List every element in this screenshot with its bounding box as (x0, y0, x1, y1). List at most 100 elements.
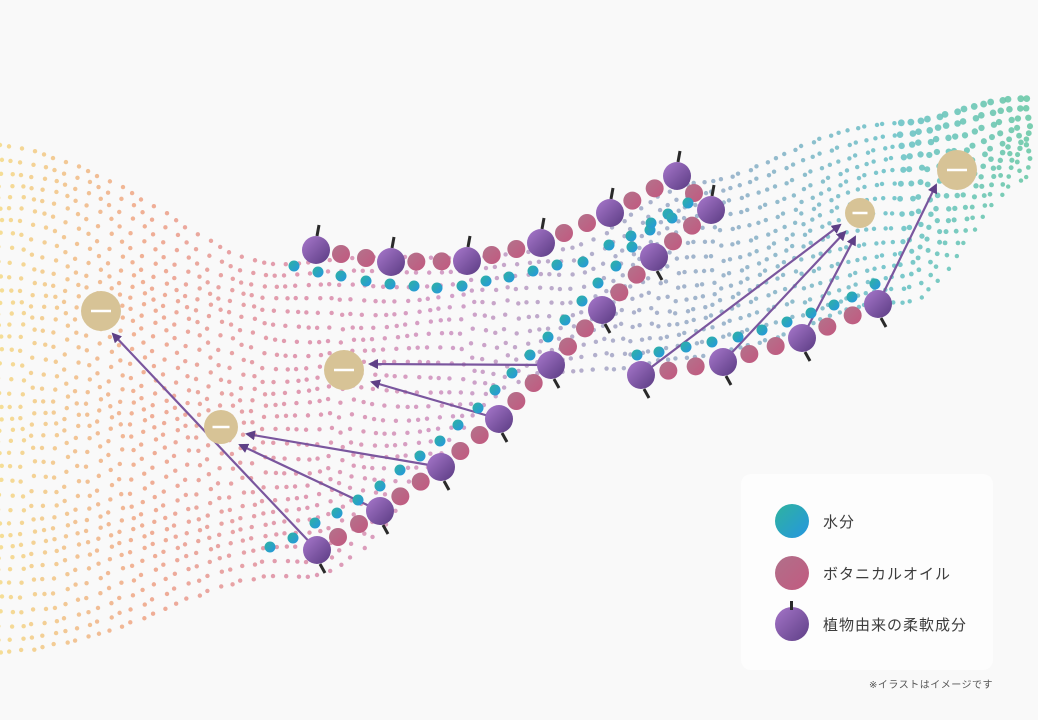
mesh-dot (196, 578, 202, 583)
mesh-dot (64, 405, 69, 411)
mesh-dot (338, 430, 343, 435)
mesh-dot (75, 175, 80, 180)
mesh-dot (960, 105, 968, 113)
mesh-dot (54, 503, 59, 508)
mesh-dot (897, 180, 904, 187)
botanical-oil-bead (576, 319, 594, 338)
mesh-dot (658, 336, 663, 341)
mesh-dot (337, 548, 342, 553)
mesh-dot (53, 387, 58, 392)
mesh-dot (53, 317, 58, 322)
mesh-dot (240, 563, 245, 569)
mesh-dot (119, 239, 125, 244)
mesh-dot (196, 517, 201, 522)
mesh-dot (838, 183, 843, 188)
mesh-dot (747, 223, 752, 228)
mesh-dot (845, 190, 851, 195)
water-molecule (645, 217, 657, 229)
mesh-dot (748, 238, 754, 243)
mesh-dot (739, 195, 745, 201)
mesh-dot (274, 284, 280, 290)
botanical-oil-bead (411, 472, 430, 491)
mesh-dot (21, 195, 26, 200)
mesh-dot (317, 398, 322, 404)
mesh-dot (76, 345, 81, 350)
mesh-dot (63, 534, 69, 539)
mesh-dot (21, 247, 26, 252)
mesh-dot (20, 322, 26, 327)
mesh-dot (549, 300, 554, 305)
mesh-dot (238, 280, 244, 285)
mesh-dot (800, 313, 806, 318)
mesh-dot (649, 321, 655, 326)
mesh-dot (273, 470, 279, 476)
mesh-dot (988, 156, 994, 162)
mesh-dot (120, 303, 125, 308)
mesh-dot (240, 538, 246, 543)
mesh-dot (944, 252, 950, 258)
mesh-dot (249, 524, 254, 530)
mesh-dot (204, 326, 210, 331)
plant-softener-molecule (303, 536, 331, 564)
mesh-dot (294, 495, 300, 501)
mesh-dot (128, 375, 134, 381)
mesh-dot (727, 318, 732, 324)
mesh-dot (94, 419, 100, 424)
mesh-dot (738, 345, 743, 350)
mesh-dot (52, 446, 58, 451)
mesh-dot (252, 258, 258, 263)
mesh-dot (601, 275, 607, 281)
mesh-dot (151, 582, 157, 587)
mesh-dot (271, 391, 276, 397)
mesh-dot (9, 311, 14, 316)
mesh-dot (218, 333, 223, 338)
mesh-dot (129, 477, 134, 482)
mesh-dot (937, 239, 943, 245)
mesh-dot (306, 325, 311, 330)
mesh-dot (142, 239, 147, 244)
mesh-dot (339, 518, 345, 523)
mesh-dot (827, 221, 832, 226)
mesh-dot (6, 521, 12, 526)
mesh-dot (835, 261, 841, 267)
mesh-dot (63, 311, 69, 316)
mesh-dot (0, 609, 3, 614)
mesh-dot (260, 295, 265, 300)
mesh-dot (969, 204, 975, 210)
mesh-dot (139, 253, 145, 259)
mesh-dot (807, 228, 813, 233)
water-molecule (434, 435, 446, 447)
mesh-dot (327, 281, 332, 287)
mesh-dot (802, 232, 808, 238)
mesh-dot (728, 283, 734, 288)
mesh-dot (218, 307, 223, 312)
mesh-dot (999, 96, 1007, 104)
mesh-dot (763, 217, 769, 223)
mesh-dot (40, 328, 46, 333)
mesh-dot (1005, 184, 1011, 189)
mesh-dot (120, 565, 126, 571)
mesh-dot (604, 288, 609, 294)
mesh-dot (351, 512, 356, 517)
plant-softener-molecule (663, 162, 691, 190)
mesh-dot (457, 331, 463, 336)
mesh-dot (384, 324, 390, 330)
mesh-dot (153, 320, 158, 326)
mesh-dot (864, 161, 869, 167)
mesh-dot (0, 624, 1, 628)
mesh-dot (63, 601, 68, 607)
mesh-dot (790, 232, 795, 237)
mesh-dot (98, 267, 104, 272)
mesh-dot (862, 256, 867, 261)
mesh-dot (581, 342, 586, 347)
mesh-dot (579, 368, 584, 373)
mesh-dot (461, 292, 466, 297)
mesh-dot (628, 212, 634, 217)
mesh-dot (238, 386, 244, 391)
mesh-dot (217, 465, 222, 471)
mesh-dot (910, 195, 916, 202)
mesh-dot (571, 258, 577, 263)
mesh-dot (106, 379, 111, 384)
mesh-dot (972, 227, 978, 232)
mesh-dot (97, 408, 102, 413)
